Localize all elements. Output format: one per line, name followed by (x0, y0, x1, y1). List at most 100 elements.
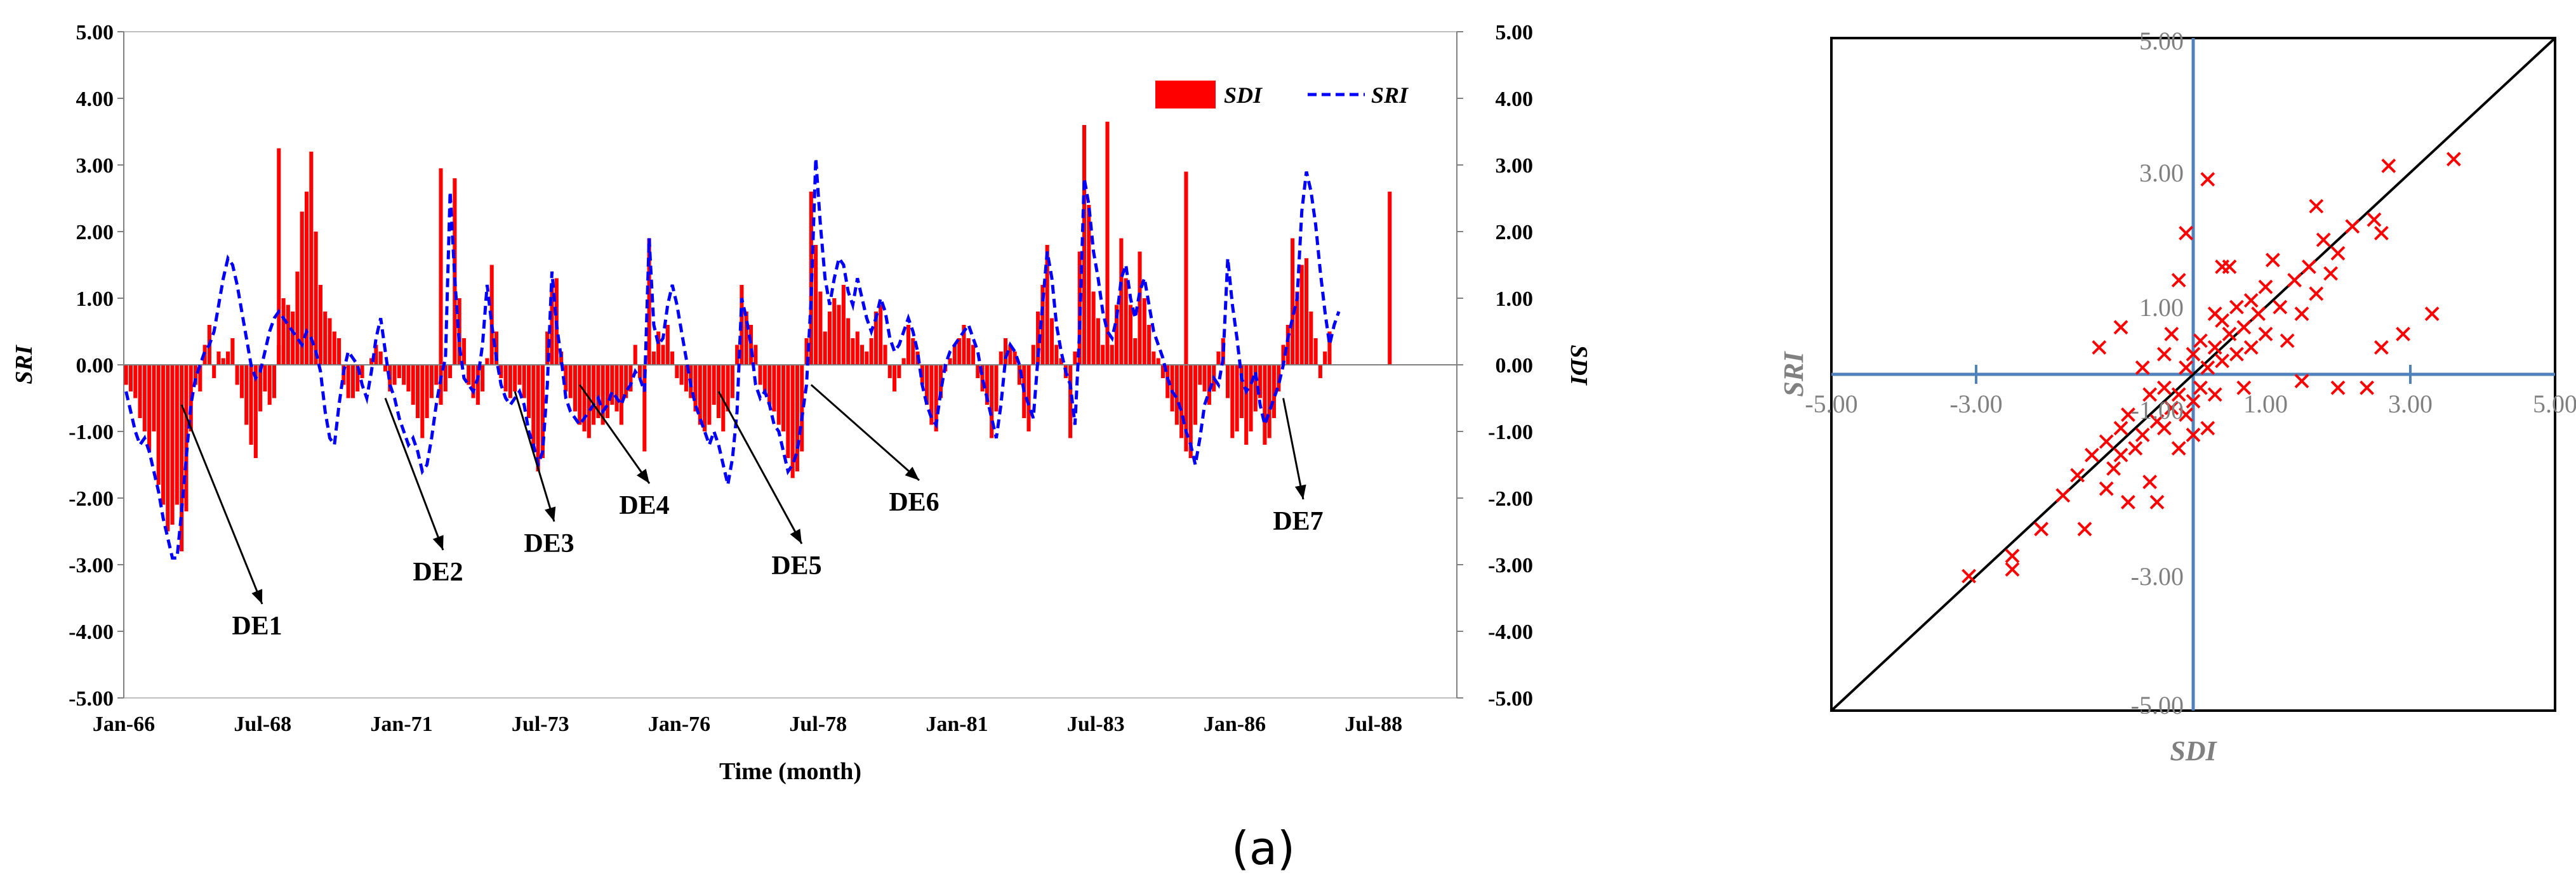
sdi-bar (540, 365, 545, 458)
sdi-bar (679, 365, 684, 385)
annotation-label: DE2 (413, 558, 463, 587)
scatter-point (2251, 306, 2266, 322)
sdi-bar (226, 352, 230, 365)
scatter-point (2120, 494, 2135, 509)
scatter-point (2360, 380, 2375, 395)
sdi-bar (1115, 305, 1119, 365)
sdi-bar (883, 345, 887, 365)
sdi-bar (619, 365, 623, 425)
sdi-bar (526, 365, 531, 418)
legend-sdi-swatch (1155, 81, 1216, 108)
sdi-bar (1230, 365, 1235, 438)
sdi-bar (448, 365, 453, 378)
scatter-point (2099, 481, 2114, 496)
scatter-point (2222, 326, 2237, 341)
right-y-tick-label: 4.00 (1496, 88, 1534, 111)
scatter-point (2280, 333, 2295, 348)
scatter-point (2142, 475, 2158, 490)
sdi-bar (1244, 365, 1249, 445)
scatter-point (2330, 246, 2346, 261)
sdi-bar (328, 318, 332, 365)
sri-dashed-line (124, 158, 1341, 560)
left-y-tick-label: 3.00 (76, 154, 114, 178)
sdi-bar (536, 365, 540, 471)
sdi-bar (1133, 338, 1138, 365)
scatter-point (2374, 225, 2389, 240)
sdi-bar (411, 365, 415, 405)
sdi-bar (1152, 352, 1156, 365)
sdi-bar (1263, 365, 1267, 445)
annotation-arrowhead (905, 466, 919, 480)
right-y-tick-label: -4.00 (1488, 621, 1533, 644)
sdi-bar (513, 365, 517, 391)
sdi-bar (901, 358, 906, 365)
sdi-bar (934, 365, 938, 431)
sdi-bar (767, 365, 772, 405)
annotation-arrow (514, 391, 555, 522)
scatter-point (2034, 522, 2049, 537)
sdi-bar (323, 312, 328, 365)
sdi-bar (1049, 318, 1054, 365)
sdi-bar (420, 365, 425, 438)
scatter-tick-labels: -5.00 -3.00 1.00 3.00 5.00 5.00 3.00 1.00 -3.00 -… (1805, 27, 2576, 719)
sdi-bar (1091, 291, 1096, 365)
sdi-bar (790, 365, 795, 478)
scatter-point (2301, 259, 2316, 274)
sdi-bar (865, 352, 869, 365)
scatter-point (2207, 340, 2222, 355)
sdi-bar (374, 345, 378, 365)
scatter-point (2149, 494, 2165, 509)
sdi-bar (212, 365, 216, 378)
scatter-point (2294, 374, 2309, 389)
sdi-bar (1249, 365, 1253, 431)
sdi-bar (402, 365, 406, 385)
sdi-bar (1045, 245, 1049, 365)
scatter-point (2135, 360, 2150, 375)
sdi-bar (1054, 345, 1059, 365)
annotation-arrowhead (251, 589, 263, 604)
x-tick-label: Jul-88 (1344, 713, 1402, 736)
sdi-bar (1207, 365, 1211, 405)
right-y-tick-label: 5.00 (1496, 21, 1534, 44)
sdi-bar (221, 358, 225, 365)
sdi-bar (429, 365, 434, 398)
sdi-bar (837, 305, 841, 365)
scatter-point (2120, 407, 2135, 423)
left-y-tick-label: 1.00 (76, 287, 114, 311)
sdi-bar (1267, 365, 1271, 438)
scatter-point (2005, 548, 2020, 563)
sdi-bar (1291, 238, 1295, 365)
sdi-bar (1012, 352, 1017, 365)
sdi-bar (855, 331, 860, 365)
sdi-bar (827, 312, 832, 365)
scatter-point (2055, 488, 2071, 503)
left-y-tick-label: 2.00 (76, 221, 114, 244)
sdi-bar (929, 365, 934, 425)
sdi-bar (531, 365, 536, 445)
scatter-point (2294, 306, 2309, 322)
sdi-bar (1239, 365, 1244, 418)
annotation-arrowhead (1294, 484, 1306, 499)
scatter-point (2200, 172, 2215, 187)
sdi-bar (522, 365, 526, 398)
scatter-y-tick-label: -5.00 (2131, 691, 2184, 719)
sdi-bar (230, 338, 235, 365)
scatter-point (2381, 158, 2396, 173)
sdi-bar (971, 345, 976, 365)
scatter-point (2171, 273, 2186, 288)
sdi-bar (647, 238, 651, 365)
x-tick-label: Jan-66 (93, 713, 155, 736)
sdi-bar (952, 345, 957, 365)
sdi-bar (147, 365, 152, 452)
left-y-tick-label: 0.00 (76, 354, 114, 378)
sdi-bar (485, 358, 489, 365)
scatter-point (2179, 225, 2194, 240)
sdi-bar (1138, 251, 1142, 365)
sdi-bar (1026, 365, 1031, 431)
scatter-y-tick-label: -3.00 (2131, 562, 2184, 591)
right-y-tick-label: -1.00 (1488, 421, 1533, 444)
sdi-bar (966, 338, 971, 365)
sdi-bar (730, 365, 734, 398)
sdi-bar (1188, 365, 1193, 458)
scatter-y-axis-title: SRI (1778, 351, 1809, 397)
